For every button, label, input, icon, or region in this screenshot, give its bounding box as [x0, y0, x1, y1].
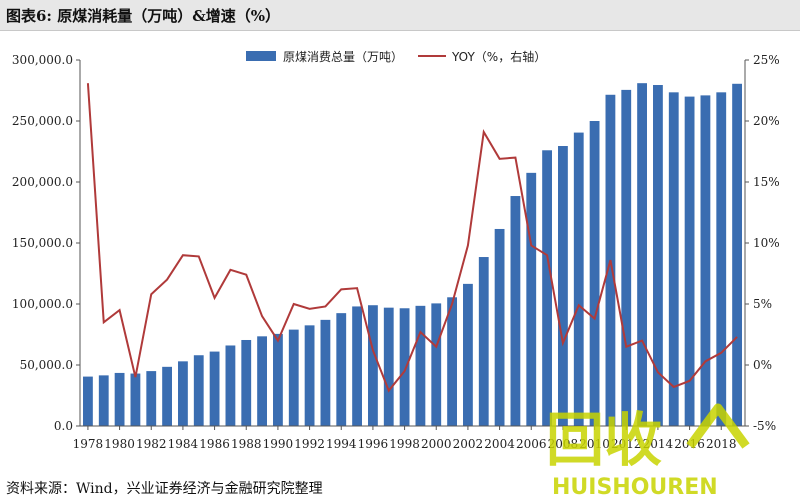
bar-2013 — [637, 83, 647, 427]
bar-2004 — [494, 228, 505, 426]
left-tick-label: 100,000.0 — [12, 297, 73, 311]
bar-2012 — [621, 89, 632, 426]
left-tick-label: 0.0 — [54, 419, 73, 433]
axes-layer: 0.0 50,000.0 100,000.0 150,000.0 200,000.0 25… — [12, 53, 780, 451]
bar-1990 — [273, 333, 283, 426]
bar-2009 — [573, 132, 584, 426]
bar-1981 — [130, 373, 141, 426]
bar-1995 — [352, 306, 362, 426]
bar-2006 — [526, 172, 537, 426]
bar-1997 — [383, 307, 394, 426]
bar-1996 — [368, 305, 378, 426]
bar-1992 — [304, 325, 315, 426]
bar-1979 — [98, 375, 109, 426]
bar-2008 — [558, 146, 568, 426]
x-tick-label: 2018 — [706, 437, 737, 451]
bar-1982 — [146, 371, 157, 426]
x-tick-label: 2008 — [548, 437, 579, 451]
x-tick-label: 2002 — [453, 437, 484, 451]
legend-bar-label: 原煤消费总量（万吨） — [283, 50, 403, 64]
watermark-sub-text: HUISHOUREN — [552, 475, 718, 500]
x-tick-label: 1988 — [231, 437, 262, 451]
x-tick-label: 1980 — [104, 437, 135, 451]
bar-2016 — [684, 96, 695, 426]
chart: 原煤消费总量（万吨） YOY（%，右轴） 0.0 50,000.0 100,000.… — [12, 49, 780, 451]
legend: 原煤消费总量（万吨） YOY（%，右轴） — [246, 49, 546, 64]
bar-1999 — [415, 305, 426, 426]
bar-1985 — [193, 355, 204, 426]
x-tick-label: 2014 — [643, 437, 674, 451]
right-tick-label: 10% — [753, 236, 780, 250]
source-note: 资料来源：Wind，兴业证券经济与金融研究院整理 — [6, 481, 323, 497]
right-tick-label: -5% — [753, 419, 776, 433]
bar-1991 — [288, 329, 299, 426]
watermark-main-text: 回收 — [546, 406, 662, 474]
x-tick-label: 1990 — [263, 437, 294, 451]
bar-1986 — [209, 351, 220, 426]
bar-1989 — [257, 336, 267, 426]
legend-line-label: YOY（%，右轴） — [451, 49, 546, 64]
yoy-line — [86, 83, 738, 393]
left-tick-label: 250,000.0 — [12, 114, 73, 128]
bar-1993 — [320, 319, 331, 426]
bar-1978 — [83, 376, 93, 426]
left-tick-label: 200,000.0 — [12, 175, 73, 189]
bar-1998 — [399, 308, 410, 426]
left-tick-label: 50,000.0 — [20, 358, 73, 372]
bar-2015 — [668, 92, 679, 426]
x-tick-label: 1984 — [168, 437, 199, 451]
bar-1983 — [162, 366, 172, 426]
bar-1988 — [241, 339, 252, 426]
left-tick-label: 150,000.0 — [12, 236, 73, 250]
bar-1987 — [225, 345, 236, 426]
bar-1994 — [336, 313, 347, 426]
x-tick-label: 1992 — [294, 437, 325, 451]
bar-2000 — [431, 303, 442, 426]
right-tick-label: 25% — [753, 53, 780, 67]
watermark-logo: 回收 HUISHOUREN — [546, 403, 750, 500]
bar-2003 — [478, 257, 489, 426]
bar-1980 — [114, 372, 125, 426]
legend-bar-swatch — [246, 51, 276, 61]
right-tick-label: 20% — [753, 114, 780, 128]
x-tick-label: 1978 — [73, 437, 104, 451]
bar-2005 — [510, 196, 521, 426]
x-tick-label: 2006 — [516, 437, 547, 451]
x-tick-label: 1996 — [358, 437, 389, 451]
right-tick-label: 15% — [753, 175, 780, 189]
right-tick-label: 5% — [753, 297, 772, 311]
bar-2018 — [716, 92, 727, 426]
bars-layer — [83, 83, 742, 427]
watermark-mark-icon — [686, 403, 750, 449]
bar-2014 — [653, 85, 663, 426]
bar-2007 — [542, 150, 552, 426]
bar-1984 — [178, 361, 188, 426]
x-tick-label: 2000 — [421, 437, 452, 451]
bar-2010 — [589, 121, 600, 426]
x-tick-label: 1994 — [326, 437, 357, 451]
bar-2001 — [447, 297, 457, 426]
bar-2017 — [700, 95, 711, 426]
x-tick-label: 1998 — [389, 437, 420, 451]
bar-2019 — [732, 83, 742, 426]
line-layer — [86, 83, 738, 393]
right-tick-label: 0% — [753, 358, 772, 372]
x-tick-label: 2010 — [579, 437, 610, 451]
x-tick-label: 1986 — [199, 437, 230, 451]
left-tick-label: 300,000.0 — [12, 53, 73, 67]
x-tick-label: 2004 — [484, 437, 515, 451]
figure-title: 图表6: 原煤消耗量（万吨）&增速（%） — [6, 7, 280, 25]
bar-2002 — [463, 283, 473, 426]
x-tick-label: 1982 — [136, 437, 167, 451]
x-tick-label: 2012 — [611, 437, 642, 451]
figure-title-bar: 图表6: 原煤消耗量（万吨）&增速（%） — [0, 0, 800, 31]
